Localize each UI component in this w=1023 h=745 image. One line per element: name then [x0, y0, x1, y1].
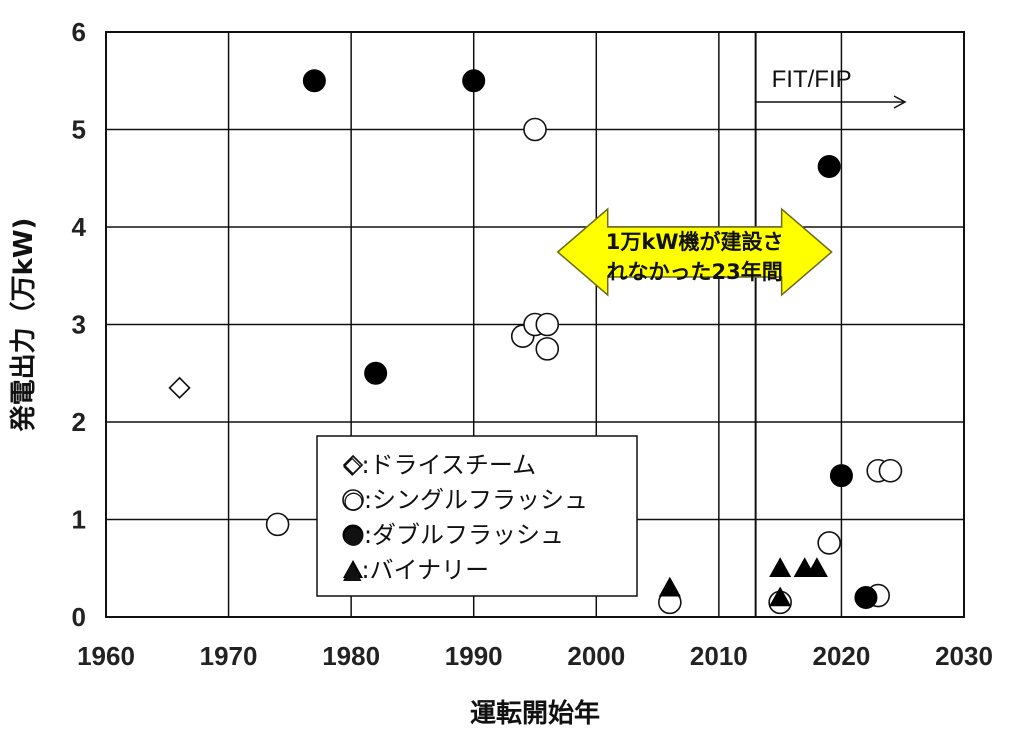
x-axis-title: 運転開始年 [470, 698, 600, 729]
data-points [168, 69, 903, 615]
data-point [658, 576, 681, 597]
legend-item: ▲:バイナリー [343, 556, 489, 584]
legend-label: ▲:バイナリー [343, 556, 489, 584]
legend-item: ○:シングルフラッシュ [342, 486, 588, 514]
plot-frame [105, 31, 965, 618]
fit-annotation: FIT/FIP [754, 32, 907, 617]
legend-label: ○:シングルフラッシュ [343, 486, 588, 514]
data-point [829, 464, 853, 488]
data-point [168, 376, 191, 400]
data-point [805, 557, 828, 578]
data-point [535, 312, 560, 337]
legend-label: ◇:ドライスチーム [343, 451, 536, 479]
x-tick-label: 1970 [200, 641, 258, 671]
data-point [535, 337, 560, 361]
legend: ◇:ドライスチーム ○:シングルフラッシュ ●:ダブルフラッシュ ▲:バイナリー [316, 435, 638, 597]
y-axis-title: 発電出力（万kW) [9, 218, 39, 433]
y-tick-label: 3 [72, 310, 86, 340]
data-point [302, 69, 326, 93]
y-tick-label: 2 [72, 407, 86, 437]
fit-arrow-head [893, 95, 907, 109]
data-point [364, 361, 388, 385]
y-tick-label: 1 [72, 505, 86, 535]
data-point [769, 586, 792, 607]
legend-marker [342, 524, 364, 546]
x-tick-label: 1960 [77, 641, 135, 671]
fit-label: FIT/FIP [772, 66, 852, 93]
legend-item: ◇:ドライスチーム [342, 451, 536, 479]
x-tick-label: 2010 [690, 641, 748, 671]
y-tick-label: 0 [72, 602, 86, 632]
data-point [817, 155, 841, 179]
x-axis-ticks: 1960 1970 1980 1990 2000 2010 2020 2030 [77, 641, 993, 671]
legend-marker [342, 489, 364, 511]
data-point [854, 586, 878, 609]
gap-arrow-shape [556, 207, 833, 297]
x-tick-label: 2000 [567, 641, 625, 671]
data-point [817, 531, 841, 555]
x-tick-label: 2030 [935, 641, 993, 671]
data-point [462, 69, 486, 93]
x-tick-label: 1990 [445, 641, 503, 671]
legend-label: ●:ダブルフラッシュ [343, 521, 564, 549]
data-point [523, 117, 547, 142]
legend-item: ●:ダブルフラッシュ [342, 521, 564, 549]
data-point [265, 512, 290, 537]
y-tick-label: 6 [72, 17, 86, 47]
gap-arrow-label-line1: 1万kW機が建設さ [606, 230, 784, 254]
x-tick-label: 1980 [322, 641, 380, 671]
legend-marker [343, 560, 363, 578]
legend-marker [342, 454, 364, 476]
gap-arrow: 1万kW機が建設さ れなかった23年間 [556, 207, 833, 297]
y-tick-label: 4 [72, 212, 87, 242]
data-point [769, 557, 792, 578]
gap-arrow-label-line2: れなかった23年間 [607, 260, 783, 284]
x-tick-label: 2020 [813, 641, 871, 671]
y-axis-ticks: 0 1 2 3 4 5 6 [72, 17, 87, 632]
legend-box [316, 435, 638, 597]
data-point [878, 458, 903, 483]
y-tick-label: 5 [72, 115, 86, 145]
